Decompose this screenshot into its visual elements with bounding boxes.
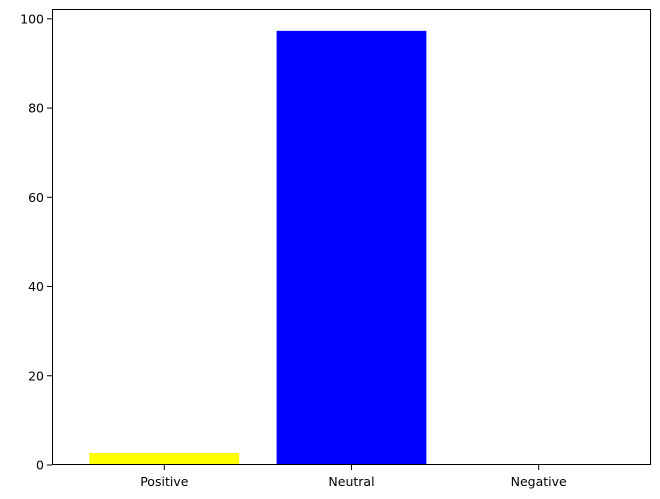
y-axis: 0 20 40 60 80 100 xyxy=(20,11,52,473)
bar-positive xyxy=(89,452,240,465)
y-tick-label: 20 xyxy=(28,368,44,383)
y-tick-label: 60 xyxy=(28,190,44,205)
y-tick-label: 0 xyxy=(36,458,44,473)
x-axis: Positive Neutral Negative xyxy=(140,465,567,489)
x-tick-label-negative: Negative xyxy=(511,474,567,489)
x-tick-label-neutral: Neutral xyxy=(328,474,374,489)
x-tick-label-positive: Positive xyxy=(140,474,188,489)
y-tick-label: 80 xyxy=(28,101,44,116)
plot-frame xyxy=(52,9,651,465)
bar-neutral xyxy=(276,30,427,466)
y-tick-label: 40 xyxy=(28,279,44,294)
y-tick-label: 100 xyxy=(20,11,44,26)
bars xyxy=(89,30,427,466)
